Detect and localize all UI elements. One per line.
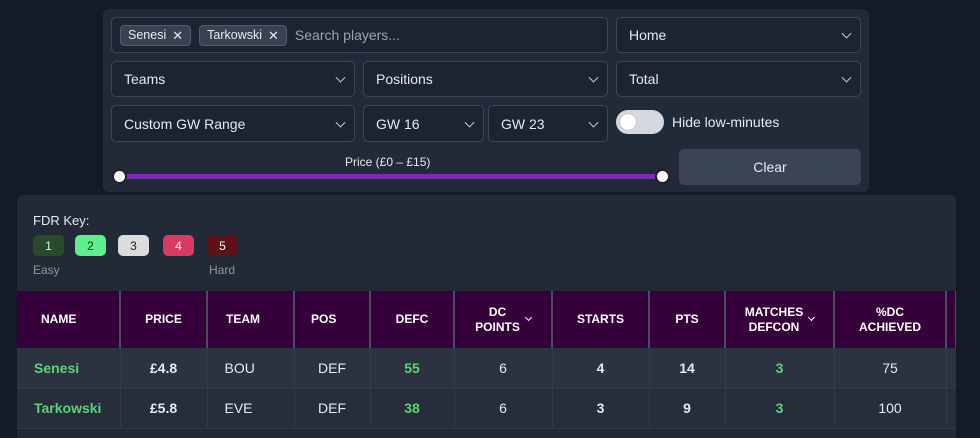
overflow-cell	[946, 348, 956, 389]
overflow-cell	[946, 388, 956, 429]
fdr-badge-3: 3	[118, 235, 149, 256]
pos-cell: DEF	[294, 388, 371, 429]
remove-chip-icon[interactable]: ✕	[172, 27, 184, 43]
col-header-dc-achieved-line1: %DC	[875, 305, 904, 320]
player-name-link[interactable]: Senesi	[17, 348, 121, 389]
col-header-matches-defcon[interactable]: MATCHES DEFCON	[725, 291, 835, 348]
team-cell: BOU	[207, 348, 295, 389]
col-header-matches-defcon-line1: MATCHES	[744, 305, 804, 320]
col-header-overflow	[946, 291, 956, 348]
col-header-price[interactable]: PRICE	[120, 291, 208, 348]
price-max-handle[interactable]	[655, 169, 670, 184]
col-header-pos[interactable]: POS	[294, 291, 371, 348]
hide-low-minutes-toggle[interactable]	[616, 110, 664, 134]
venue-select[interactable]: Home	[616, 17, 861, 53]
sort-chevron-icon	[524, 313, 532, 322]
chip-label: Senesi	[128, 28, 167, 42]
gw-from-value: GW 16	[376, 115, 420, 132]
chip-label: Tarkowski	[207, 28, 263, 42]
hide-low-minutes-label: Hide low-minutes	[672, 114, 780, 130]
pos-cell: DEF	[294, 348, 371, 389]
col-header-team[interactable]: TEAM	[207, 291, 295, 348]
col-header-name[interactable]: NAME	[17, 291, 121, 348]
col-header-starts[interactable]: STARTS	[552, 291, 650, 348]
fdr-badge-4: 4	[163, 235, 194, 256]
aggregation-value: Total	[629, 71, 659, 87]
table-row[interactable]: Senesi £4.8 BOU DEF 55 6 4 14 3 75	[17, 348, 956, 389]
price-cell: £5.8	[120, 388, 208, 429]
dc-points-cell: 6	[454, 388, 553, 429]
fdr-easy-label: Easy	[33, 263, 60, 277]
defc-cell: 38	[370, 388, 455, 429]
filter-panel: Senesi ✕ Tarkowski ✕ Home Teams Position…	[103, 9, 869, 192]
team-cell: EVE	[207, 388, 295, 429]
col-header-dc-points-line1: DC	[488, 305, 507, 320]
fdr-hard-label: Hard	[209, 263, 236, 277]
gw-mode-value: Custom GW Range	[124, 115, 246, 132]
matches-defcon-cell: 3	[725, 388, 835, 429]
fdr-badge-1: 1	[33, 235, 64, 256]
clear-button[interactable]: Clear	[679, 149, 861, 185]
col-header-dc-achieved[interactable]: %DC ACHIEVED	[834, 291, 947, 348]
player-search-box[interactable]: Senesi ✕ Tarkowski ✕	[111, 17, 608, 53]
results-panel: FDR Key: 1 2 3 4 5 Easy Hard NAME PRICE …	[17, 195, 956, 438]
chevron-down-icon	[588, 117, 599, 128]
gw-mode-select[interactable]: Custom GW Range	[111, 105, 355, 142]
chevron-down-icon	[335, 72, 346, 83]
pts-cell: 14	[649, 348, 726, 389]
col-header-pts[interactable]: PTS	[649, 291, 726, 348]
sort-chevron-icon	[808, 313, 816, 322]
price-cell: £4.8	[120, 348, 208, 389]
matches-defcon-cell: 3	[725, 348, 835, 389]
player-chip-senesi: Senesi ✕	[120, 24, 192, 46]
fdr-badge-5: 5	[207, 235, 238, 256]
col-header-matches-defcon-line2: DEFCON	[748, 319, 800, 334]
player-name-link[interactable]: Tarkowski	[17, 388, 121, 429]
chevron-down-icon	[464, 117, 475, 128]
dc-achieved-cell: 75	[834, 348, 947, 389]
fdr-key-title: FDR Key:	[33, 213, 90, 228]
positions-select[interactable]: Positions	[363, 61, 608, 97]
gw-from-select[interactable]: GW 16	[363, 105, 484, 142]
dc-achieved-cell: 100	[834, 388, 947, 429]
table-header-row: NAME PRICE TEAM POS DEFC DC POINTS STARTS…	[17, 291, 956, 348]
chevron-down-icon	[841, 72, 852, 83]
player-chip-tarkowski: Tarkowski ✕	[199, 24, 287, 46]
col-header-dc-achieved-line2: ACHIEVED	[858, 319, 921, 334]
chevron-down-icon	[335, 117, 346, 128]
aggregation-select[interactable]: Total	[616, 61, 861, 97]
chevron-down-icon	[841, 28, 852, 39]
pts-cell: 9	[649, 388, 726, 429]
table-row[interactable]: Tarkowski £5.8 EVE DEF 38 6 3 9 3 100	[17, 388, 956, 429]
gw-to-select[interactable]: GW 23	[488, 105, 608, 142]
price-range-label: Price (£0 – £15)	[345, 155, 431, 169]
player-stats-table: NAME PRICE TEAM POS DEFC DC POINTS STARTS…	[17, 291, 956, 429]
col-header-dc-points-line2: POINTS	[475, 319, 520, 334]
price-min-handle[interactable]	[112, 169, 127, 184]
dc-points-cell: 6	[454, 348, 553, 389]
fdr-badge-2: 2	[75, 235, 106, 256]
price-slider-track[interactable]	[119, 174, 663, 179]
toggle-knob	[620, 114, 636, 130]
col-header-dc-points[interactable]: DC POINTS	[454, 291, 553, 348]
teams-value: Teams	[124, 71, 166, 87]
chevron-down-icon	[588, 72, 599, 83]
positions-value: Positions	[376, 71, 433, 87]
starts-cell: 3	[552, 388, 650, 429]
gw-to-value: GW 23	[501, 115, 545, 132]
search-input[interactable]	[294, 27, 545, 43]
remove-chip-icon[interactable]: ✕	[268, 27, 279, 43]
venue-value: Home	[629, 27, 667, 43]
col-header-defc[interactable]: DEFC	[370, 291, 455, 348]
starts-cell: 4	[552, 348, 650, 389]
defc-cell: 55	[370, 348, 455, 389]
teams-select[interactable]: Teams	[111, 61, 355, 97]
